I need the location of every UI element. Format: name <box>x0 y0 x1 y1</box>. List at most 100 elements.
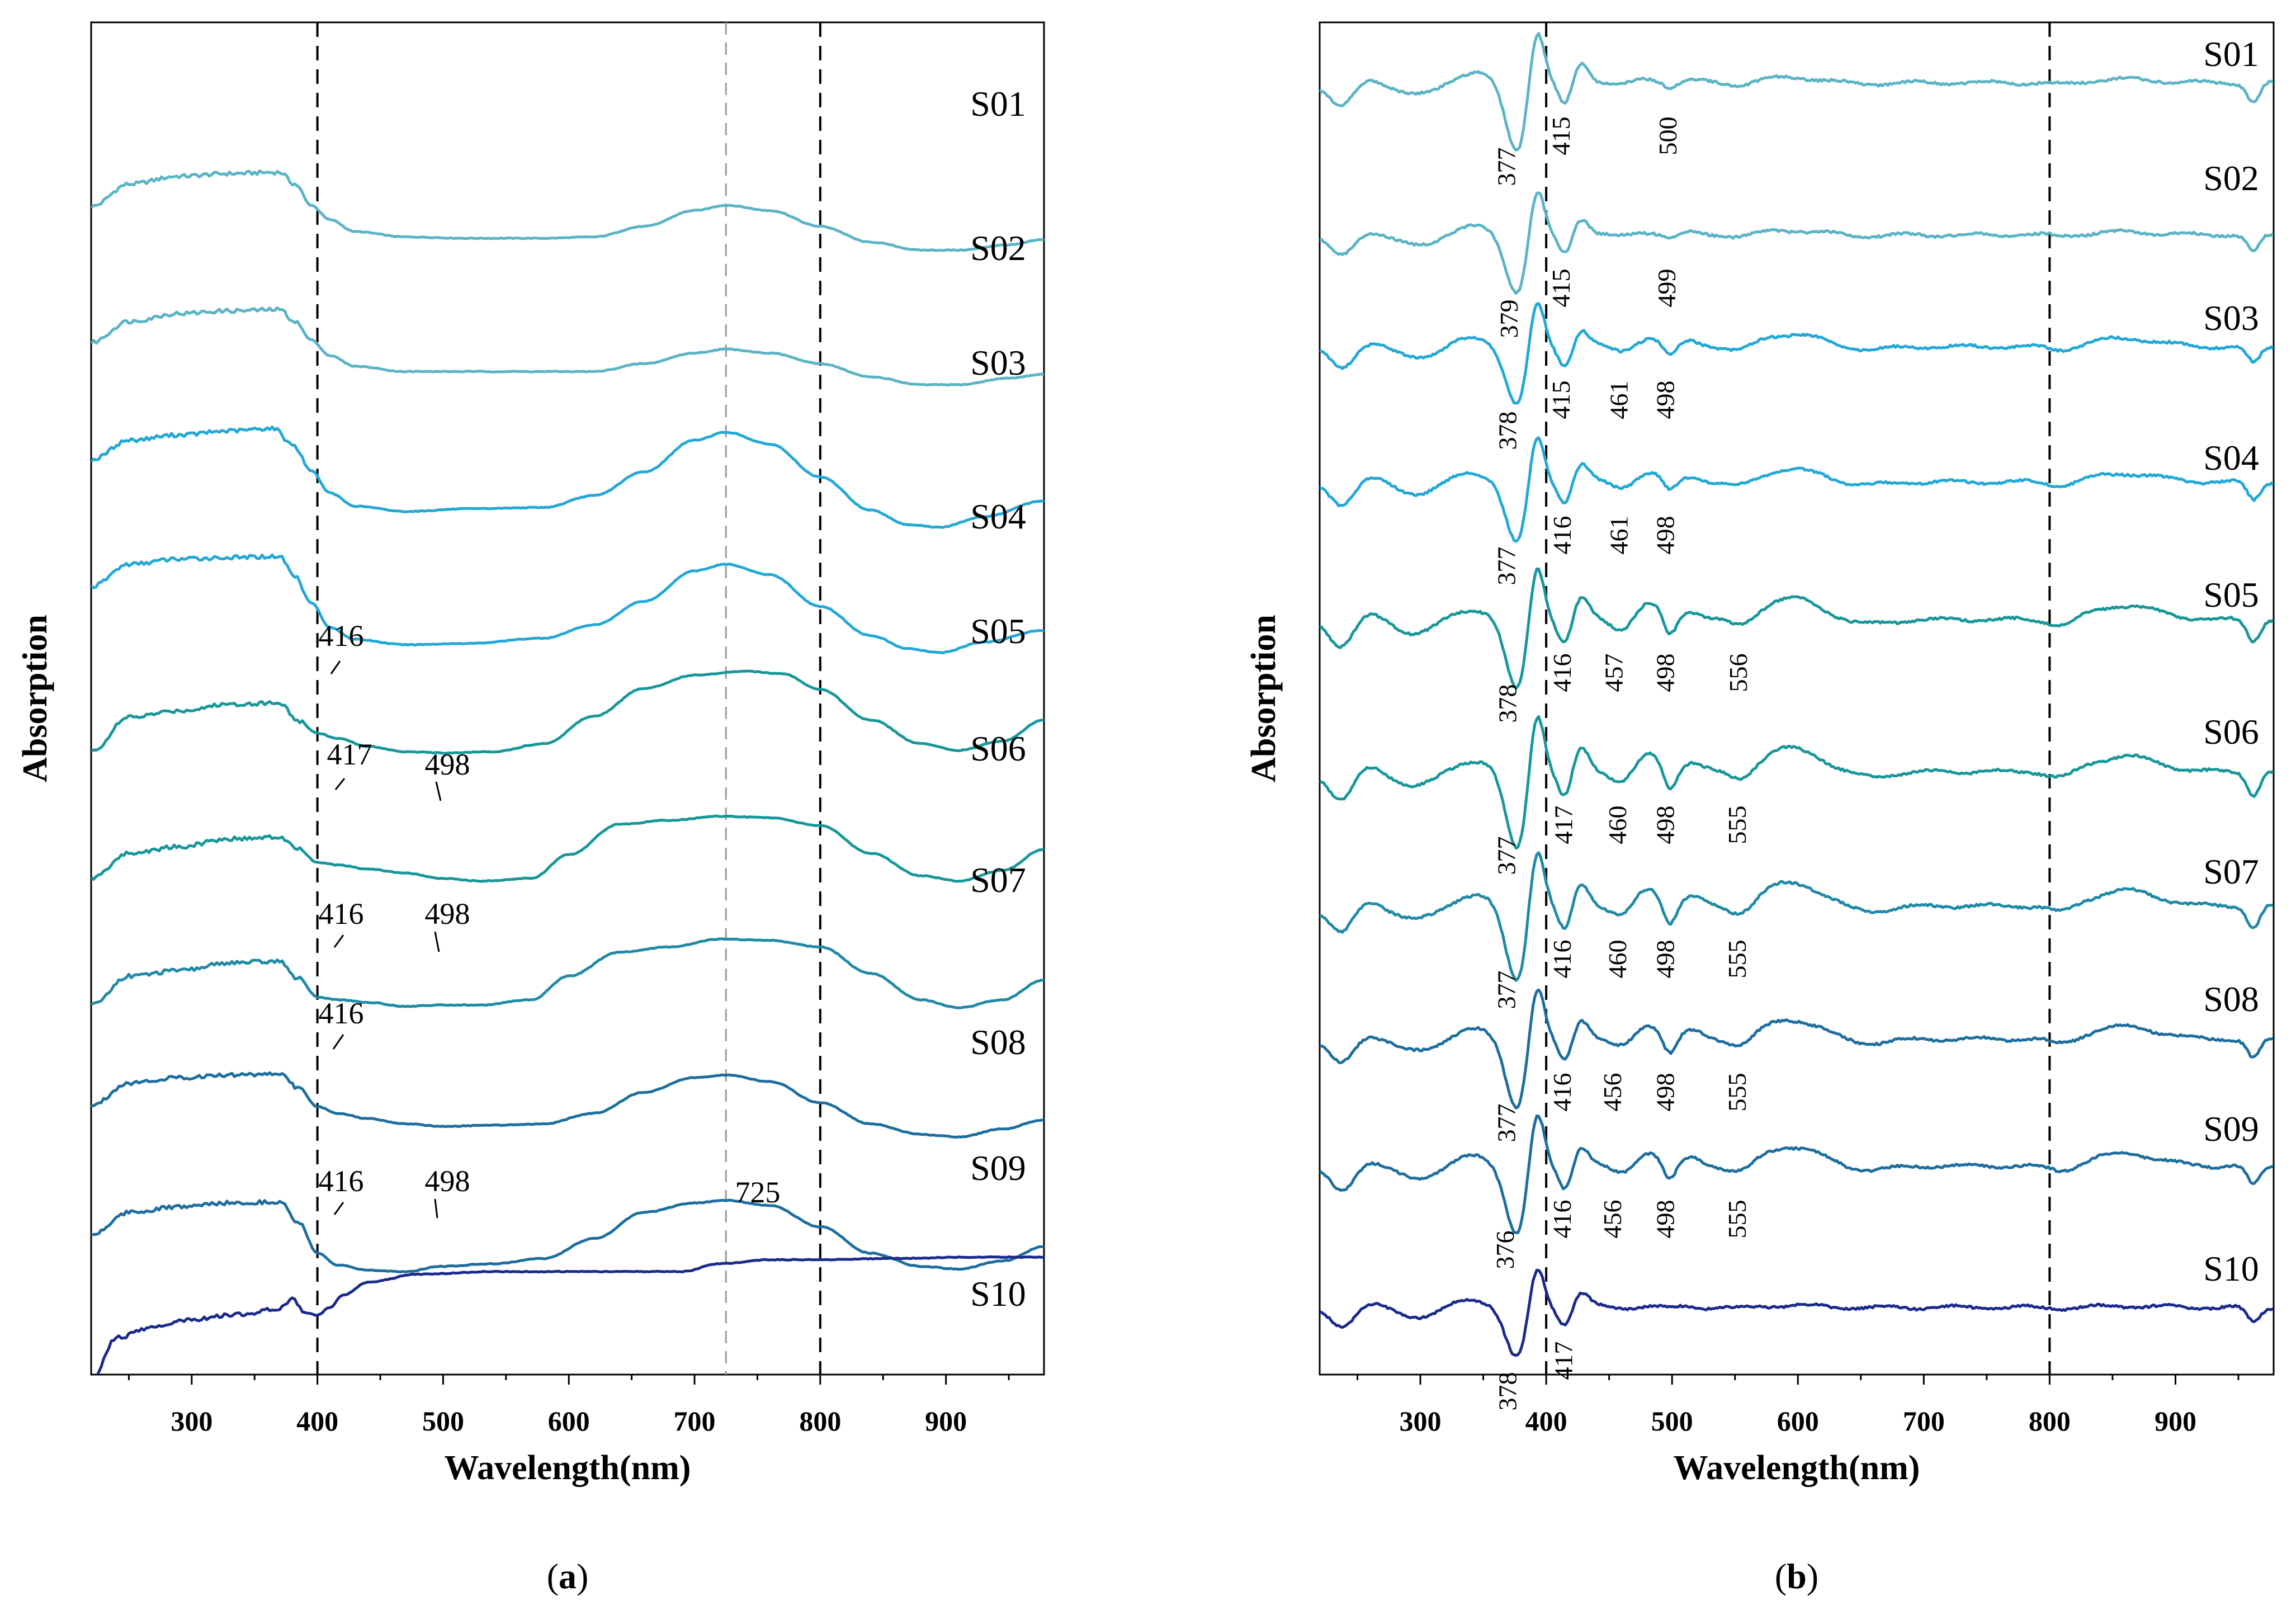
panel-a-peak-annotation: 417 <box>327 738 372 771</box>
panel-b-peak-label: 460 <box>1603 940 1632 979</box>
panel-b-series-line-S07 <box>1320 851 2274 982</box>
panel-a-x-tick-label: 900 <box>925 1405 967 1437</box>
panel-b-peak-label: 456 <box>1598 1073 1627 1112</box>
panel-b-series-line-S06 <box>1320 715 2274 850</box>
panel-b-peak-label: 498 <box>1651 654 1680 692</box>
panel-a-peak-annotation: 498 <box>425 897 470 931</box>
panel-b-series-line-S01 <box>1320 32 2274 152</box>
panel-a-y-axis-title: Absorption <box>16 615 54 782</box>
panel-b-peak-label: 378 <box>1494 684 1522 723</box>
panel-a-series-line-S04 <box>91 553 1044 654</box>
panel-a-series-label-S05: S05 <box>970 611 1026 651</box>
panel-b-series-line-S03 <box>1320 302 2274 405</box>
panel-a-series-line-S03 <box>91 426 1044 529</box>
panel-a-series-line-S02 <box>91 306 1044 387</box>
panel-b-peak-label: 498 <box>1651 940 1680 979</box>
panel-b-series-label-S01: S01 <box>2203 34 2259 74</box>
panel-a-series-label-S06: S06 <box>970 729 1026 768</box>
panel-b-series-line-S05 <box>1320 568 2274 690</box>
panel-a-panel-label-close: ) <box>577 1556 588 1596</box>
panel-b-x-axis-title: Wavelength(nm) <box>1674 1449 1920 1487</box>
panel-a-series-line-S08 <box>91 1071 1044 1139</box>
panel-a-series-label-S10: S10 <box>970 1274 1026 1314</box>
panel-a-series-line-S10 <box>96 1255 1044 1375</box>
panel-a-x-tick-label: 700 <box>674 1405 716 1437</box>
panel-b-peak-label: 377 <box>1492 837 1520 875</box>
panel-a-peak-annotation: 725 <box>735 1175 781 1209</box>
panel-a-series-line-S01 <box>91 169 1044 252</box>
panel-b-peak-label: 415 <box>1547 269 1575 308</box>
panel-b-peak-label: 416 <box>1548 1200 1576 1239</box>
panel-a: 300 400 500 600 700 800 900 Wavelength(nm) Absor… <box>16 21 1045 1596</box>
panel-b-panel-label-letter: b <box>1787 1556 1807 1596</box>
panel-b-peak-label: 416 <box>1548 1073 1576 1112</box>
panel-a-series-line-S06 <box>91 814 1044 883</box>
panel-b-series-line-S09 <box>1320 1114 2273 1234</box>
panel-a-series-label-S03: S03 <box>970 343 1026 383</box>
panel-b-series-label-S05: S05 <box>2203 575 2259 615</box>
panel-b-peak-label: 555 <box>1723 940 1751 979</box>
panel-a-peak-annotation: 416 <box>319 997 364 1030</box>
panel-a-series-label-S07: S07 <box>970 860 1026 900</box>
panel-b-series-label-S06: S06 <box>2203 712 2259 752</box>
panel-b-peak-label: 377 <box>1492 547 1520 586</box>
panel-b-peak-label: 556 <box>1724 654 1752 692</box>
panel-b-peak-label: 377 <box>1492 1104 1520 1142</box>
panel-b-x-tick-label: 700 <box>1903 1405 1945 1437</box>
panel-b-peak-label: 416 <box>1548 516 1576 555</box>
panel-b-peak-label: 416 <box>1548 654 1576 692</box>
panel-b-series-line-S10 <box>1320 1268 2274 1357</box>
panel-b: 300 400 500 600 700 800 900 Wavelength(nm) Absor… <box>1245 21 2275 1596</box>
panel-a-series-line-S09 <box>91 1198 1044 1273</box>
panel-b-peak-label: 499 <box>1652 269 1681 308</box>
panel-b-series-group <box>1320 32 2274 1357</box>
panel-b-peak-label: 379 <box>1495 300 1523 338</box>
panel-b-peak-label: 460 <box>1603 806 1632 844</box>
panel-b-series-line-S08 <box>1320 988 2274 1109</box>
panel-b-y-axis-title: Absorption <box>1245 615 1283 782</box>
panel-b-peak-label: 555 <box>1723 1073 1751 1112</box>
panel-b-peak-label: 376 <box>1491 1231 1519 1269</box>
panel-a-x-tick-label: 300 <box>171 1405 212 1437</box>
panel-a-annotation-leader <box>330 660 341 674</box>
panel-b-x-tick-label: 800 <box>2029 1405 2071 1437</box>
panel-b-x-tick-label: 600 <box>1777 1405 1819 1437</box>
panel-a-peak-annotation: 416 <box>319 619 364 653</box>
panel-b-peak-label: 498 <box>1651 381 1680 419</box>
panel-b-series-label-S08: S08 <box>2203 979 2259 1019</box>
panel-b-peak-label: 416 <box>1548 940 1576 979</box>
panel-b-series-label-S10: S10 <box>2203 1249 2259 1288</box>
panel-a-series-group <box>91 169 1044 1375</box>
panel-b-panel-label: (b) <box>1775 1556 1818 1596</box>
panel-b-series-label-S04: S04 <box>2203 438 2259 478</box>
panel-a-annotation-leader <box>332 1034 344 1050</box>
panel-b-peak-label: 498 <box>1651 806 1680 844</box>
panel-b-peak-label: 498 <box>1651 516 1680 555</box>
panel-b-peak-label: 457 <box>1599 654 1628 692</box>
panel-a-x-axis-title: Wavelength(nm) <box>445 1449 691 1487</box>
panel-b-peak-label: 555 <box>1723 1200 1751 1239</box>
panel-b-series-label-S07: S07 <box>2203 852 2259 891</box>
panel-a-peak-annotation: 498 <box>425 1164 470 1198</box>
panel-a-series-line-S07 <box>91 937 1044 1009</box>
panel-a-x-tick-label: 500 <box>422 1405 464 1437</box>
panel-a-series-label-S04: S04 <box>970 497 1026 536</box>
panel-b-peak-label: 377 <box>1492 971 1520 1009</box>
panel-b-peak-label: 377 <box>1492 148 1520 186</box>
panel-b-series-line-S04 <box>1320 436 2274 543</box>
panel-a-peak-annotation: 498 <box>425 748 470 781</box>
panel-a-panel-label-open: ( <box>547 1556 559 1596</box>
panel-b-panel-label-open: ( <box>1775 1556 1787 1596</box>
panel-b-series-label-S03: S03 <box>2203 298 2259 338</box>
panel-a-series-label-S01: S01 <box>970 84 1026 124</box>
panel-b-peak-label: 417 <box>1549 806 1577 844</box>
panel-b-x-tick-label: 400 <box>1525 1405 1567 1437</box>
panel-a-annotation-leader <box>334 778 346 790</box>
panel-b-panel-label-close: ) <box>1807 1556 1818 1596</box>
panel-b-peak-label: 378 <box>1494 1372 1522 1411</box>
panel-a-panel-label-letter: a <box>559 1556 577 1596</box>
panel-a-annotation-leader <box>435 781 442 801</box>
panel-a-series-label-S09: S09 <box>970 1148 1026 1188</box>
panel-a-x-tick-label: 400 <box>296 1405 338 1437</box>
